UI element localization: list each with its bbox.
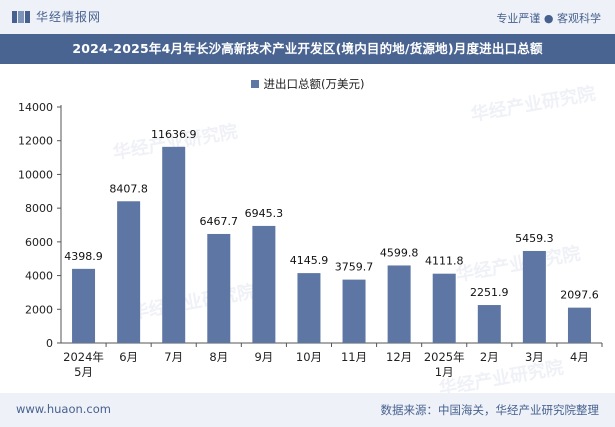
x-tick-label: 3月: [525, 350, 544, 364]
tagline: 专业严谨 ● 客观科学: [496, 12, 601, 25]
bar: [252, 225, 276, 343]
y-tick-label: 6000: [25, 236, 53, 249]
chart-title: 2024-2025年4月年长沙高新技术产业开发区(境内目的地/货源地)月度进出口…: [72, 41, 543, 56]
x-tick-label: 8月: [209, 350, 228, 364]
bar: [387, 265, 411, 343]
data-label: 3759.7: [335, 261, 374, 274]
y-tick-label: 14000: [18, 101, 53, 114]
x-tick-label: 2024年: [63, 350, 104, 364]
y-tick-label: 2000: [25, 303, 53, 316]
data-label: 4398.9: [64, 250, 103, 263]
data-label: 4145.9: [290, 254, 329, 267]
bar: [297, 273, 321, 343]
bar: [522, 250, 546, 343]
x-tick-label: 7月: [164, 350, 183, 364]
bar: [207, 233, 231, 343]
x-tick-label: 1月: [435, 365, 454, 379]
y-tick-label: 8000: [25, 202, 53, 215]
chart-legend: 进出口总额(万美元): [0, 76, 615, 92]
legend-label: 进出口总额(万美元): [263, 77, 365, 91]
data-label: 6945.3: [245, 207, 284, 220]
legend-swatch: [250, 80, 259, 88]
data-label: 8407.8: [109, 182, 148, 195]
header-bar: 华经情报网 专业严谨 ● 客观科学: [0, 0, 615, 34]
y-tick-label: 4000: [25, 270, 53, 283]
bar: [117, 201, 141, 343]
bar: [567, 307, 591, 343]
title-bar: 2024-2025年4月年长沙高新技术产业开发区(境内目的地/货源地)月度进出口…: [0, 34, 615, 64]
data-label: 11636.9: [151, 128, 197, 141]
x-tick-label: 4月: [570, 350, 589, 364]
y-tick-label: 0: [46, 337, 53, 350]
bar: [342, 279, 366, 343]
brand-name: 华经情报网: [36, 10, 102, 24]
x-tick-label: 9月: [254, 350, 273, 364]
footer-url[interactable]: www.huaon.com: [16, 402, 111, 416]
bar: [477, 305, 501, 343]
data-label: 2097.6: [560, 289, 599, 302]
bar: [162, 146, 186, 343]
x-tick-label: 12月: [386, 350, 412, 364]
x-tick-label: 6月: [119, 350, 138, 364]
huajing-logo-icon: [12, 10, 30, 23]
y-tick-label: 12000: [18, 135, 53, 148]
bar: [72, 268, 96, 343]
y-tick-label: 10000: [18, 168, 53, 181]
data-label: 2251.9: [470, 286, 509, 299]
bar: [432, 273, 456, 343]
data-label: 6467.7: [200, 215, 239, 228]
data-label: 4599.8: [380, 246, 419, 259]
x-tick-label: 10月: [296, 350, 322, 364]
data-label: 4111.8: [425, 255, 464, 268]
x-tick-label: 2月: [480, 350, 499, 364]
data-label: 5459.3: [515, 232, 554, 245]
footer-bar: www.huaon.com 数据来源：中国海关，华经产业研究院整理: [0, 393, 615, 427]
data-source: 数据来源：中国海关，华经产业研究院整理: [380, 403, 600, 417]
x-tick-label: 5月: [74, 365, 93, 379]
brand[interactable]: 华经情报网: [12, 8, 101, 25]
x-tick-label: 11月: [341, 350, 367, 364]
x-tick-label: 2025年: [424, 350, 465, 364]
